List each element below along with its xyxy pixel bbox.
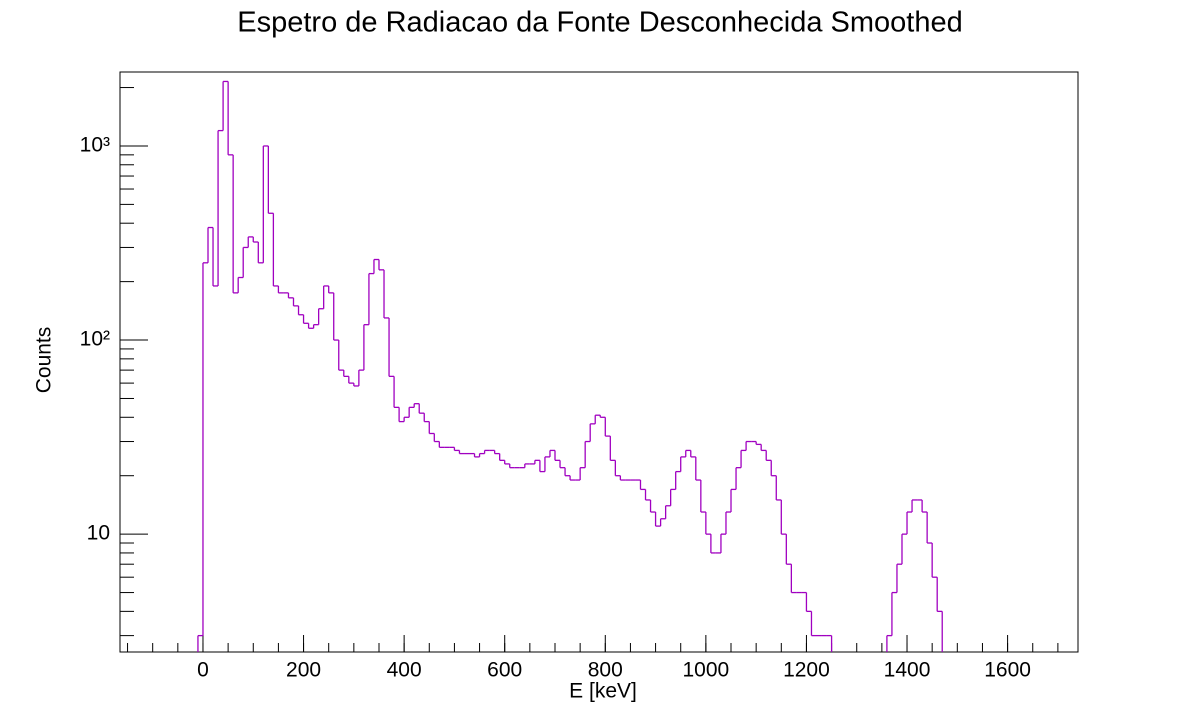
y-tick-label: 10 (87, 522, 110, 545)
x-tick-label: 200 (286, 659, 321, 682)
y-tick-label: 10² (80, 328, 110, 351)
x-tick-label: 1600 (984, 659, 1031, 682)
x-tick-label: 1000 (683, 659, 730, 682)
x-tick-label: 0 (197, 659, 209, 682)
x-tick-label: 600 (487, 659, 522, 682)
chart-title: Espetro de Radiacao da Fonte Desconhecid… (237, 7, 962, 39)
x-tick-label: 1400 (884, 659, 931, 682)
x-tick-label: 400 (387, 659, 422, 682)
x-tick-label: 800 (588, 659, 623, 682)
x-tick-label: 1200 (783, 659, 830, 682)
plot-frame (119, 71, 1079, 653)
x-axis-label: E [keV] (569, 680, 637, 703)
y-tick-label: 10³ (80, 134, 110, 157)
y-axis-label: Counts (33, 327, 56, 394)
